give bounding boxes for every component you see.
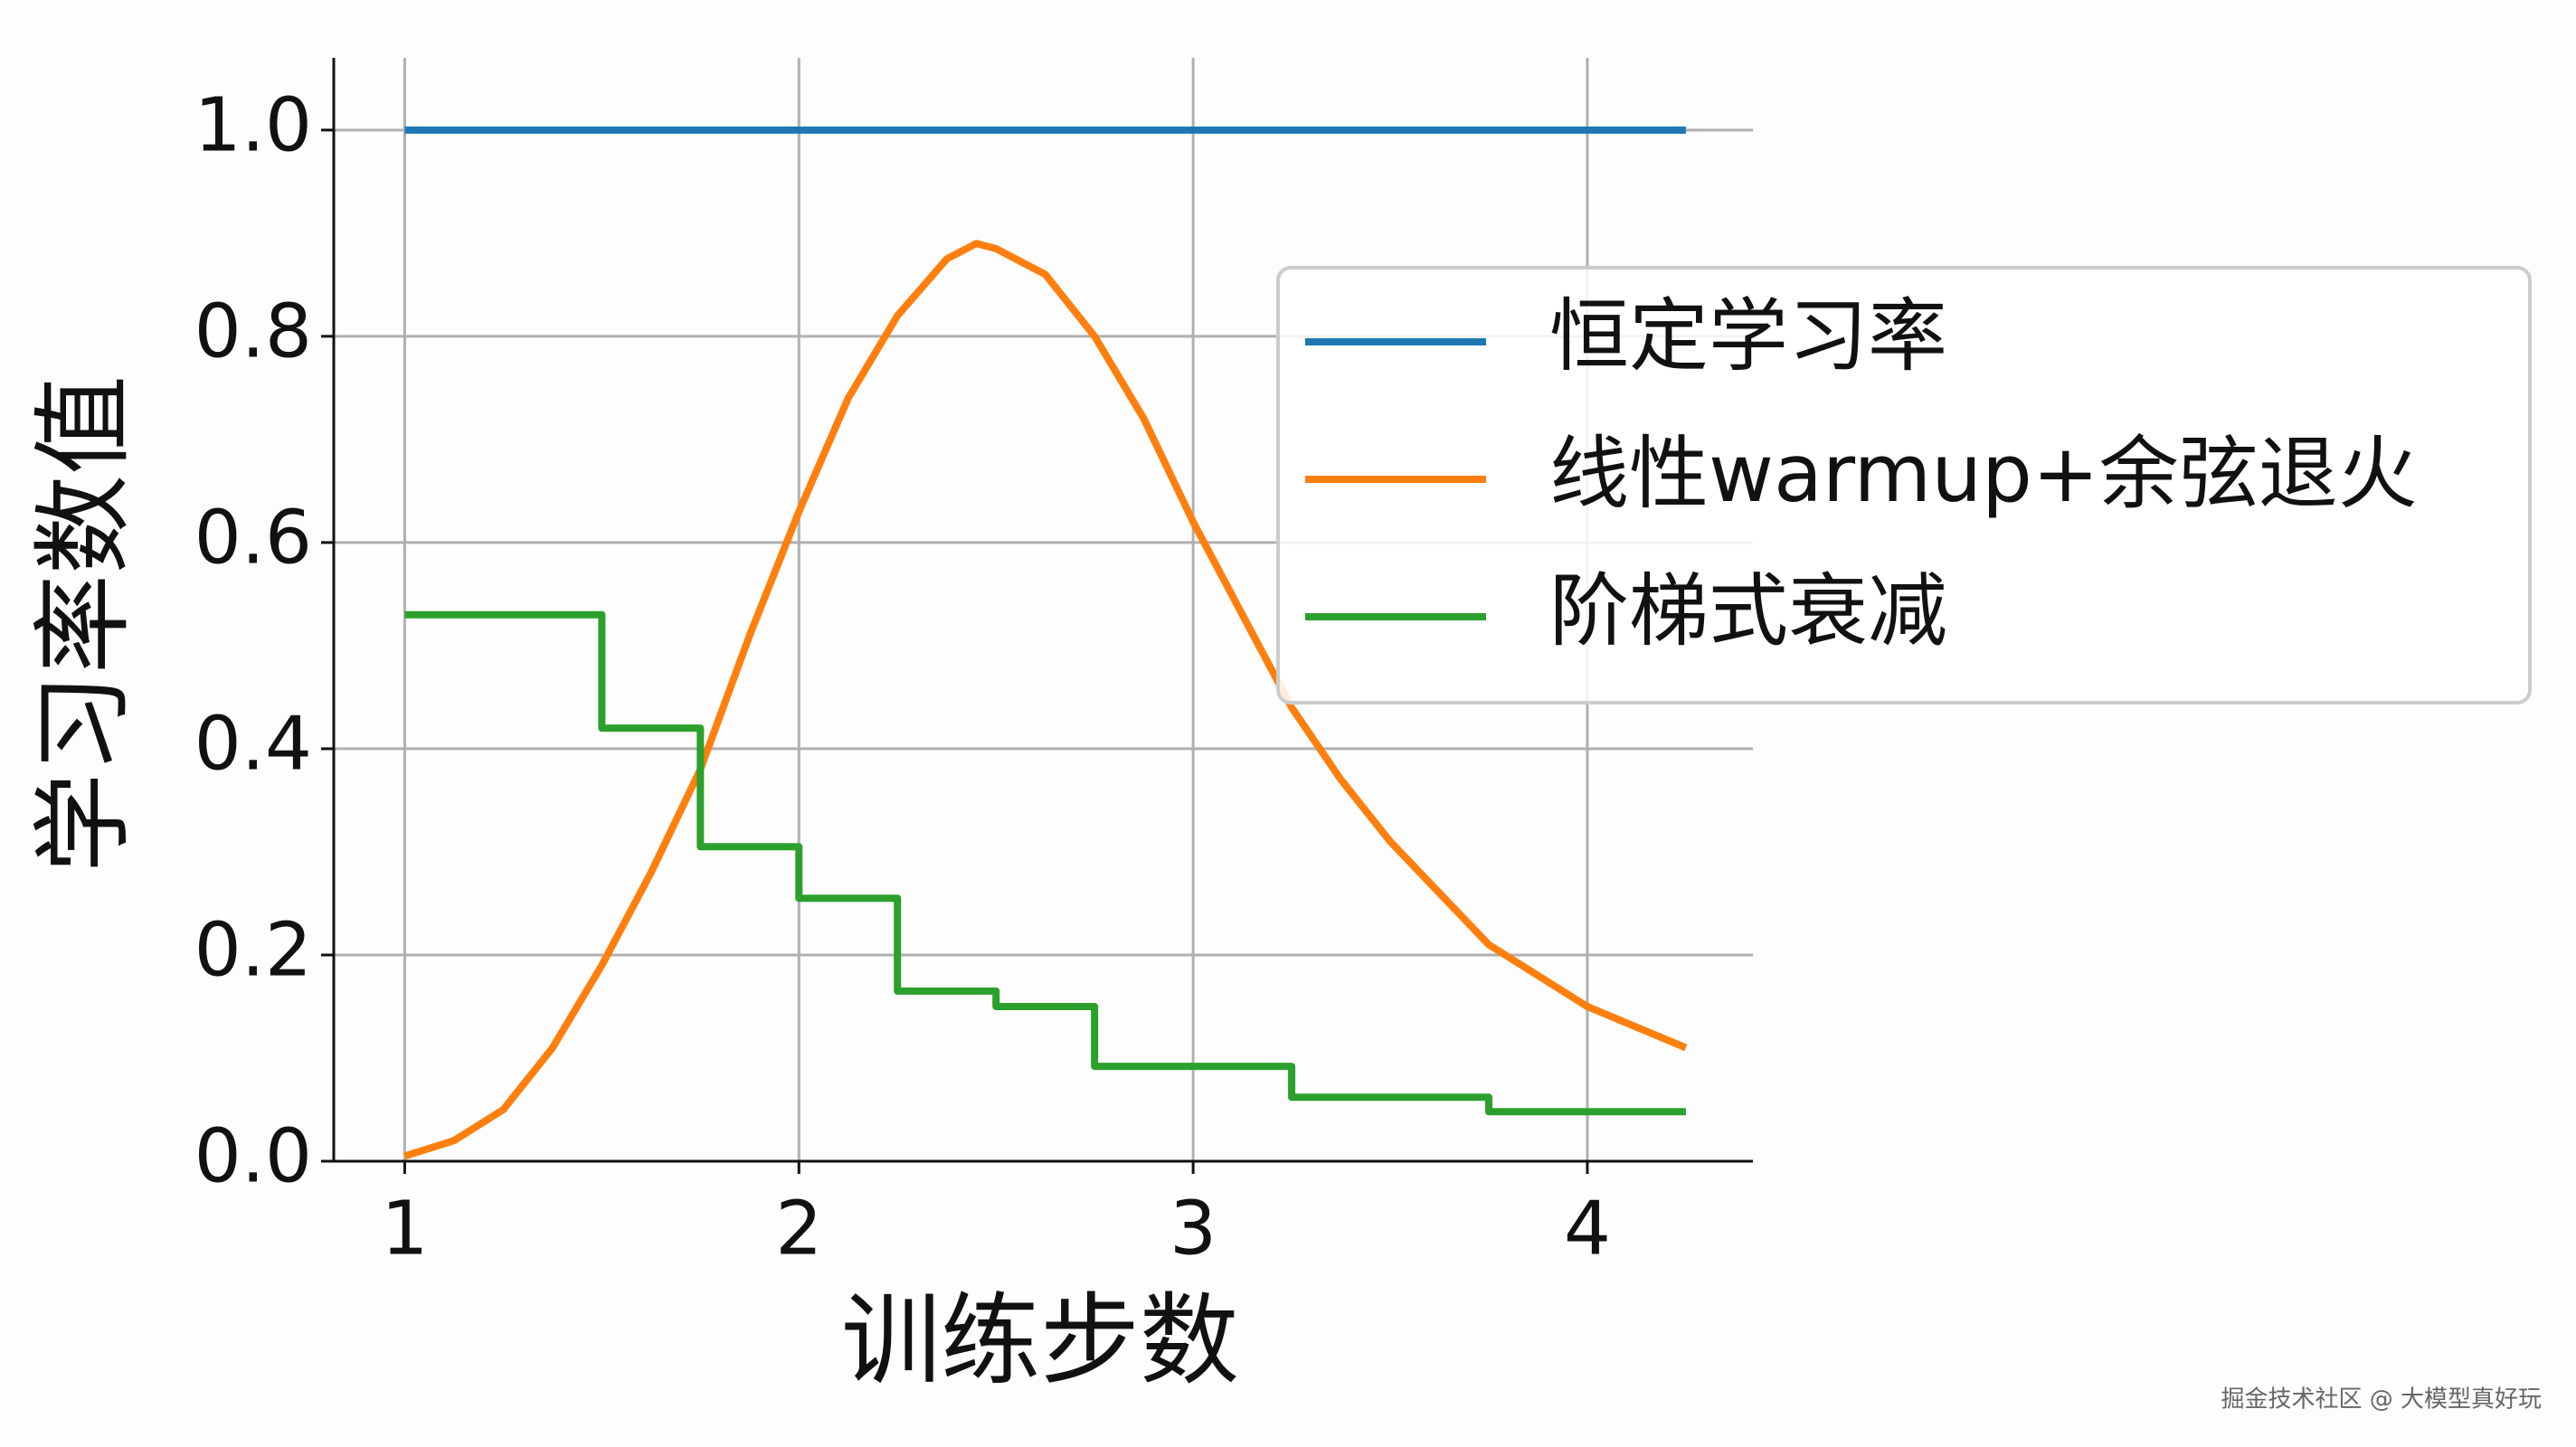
y-axis-label: 学习率数值 [25, 375, 141, 873]
x-axis-label: 训练步数 [841, 1282, 1239, 1398]
y-tick-label: 0.2 [194, 907, 312, 993]
y-tick-label: 0.8 [194, 288, 312, 374]
x-tick-label: 1 [381, 1186, 428, 1272]
y-tick-label: 0.4 [194, 701, 312, 787]
watermark: 掘金技术社区 @ 大模型真好玩 [2221, 1386, 2542, 1414]
line-series [404, 610, 1686, 1116]
legend-box [1276, 266, 2532, 705]
x-tick-label: 4 [1564, 1186, 1611, 1272]
y-tick-label: 0.0 [194, 1113, 312, 1199]
legend-label: 阶梯式衰减 [1549, 564, 1947, 657]
x-tick-label: 3 [1170, 1186, 1217, 1272]
line-series [403, 240, 1688, 1160]
legend-label: 恒定学习率 [1549, 289, 1947, 383]
x-tick-label: 2 [775, 1186, 822, 1272]
y-tick-label: 0.6 [194, 495, 312, 581]
y-tick-label: 1.0 [194, 82, 312, 168]
legend-label: 线性warmup+余弦退火 [1549, 427, 2418, 520]
